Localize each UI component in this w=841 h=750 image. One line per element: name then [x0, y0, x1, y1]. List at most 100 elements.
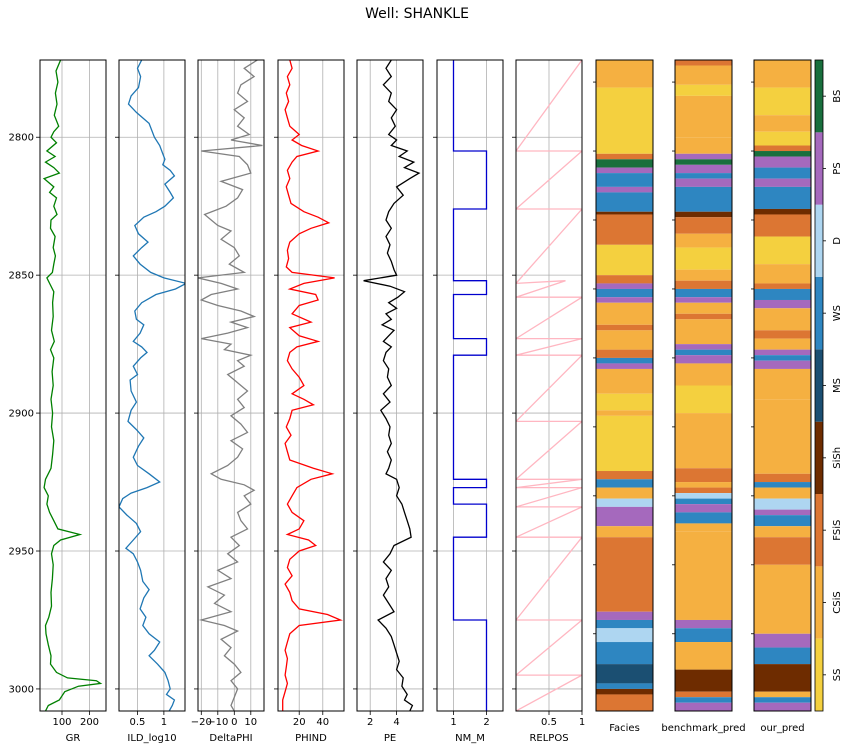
facies-band-fsis [596, 214, 653, 245]
x-tick-label: 1 [161, 717, 167, 728]
x-axis-label: benchmark_pred [661, 723, 745, 734]
facies-band-csis [754, 115, 811, 132]
track-frame [356, 59, 424, 712]
x-axis-label: DeltaPHI [209, 733, 252, 744]
x-tick-label: 4 [393, 717, 399, 728]
facies-band-csis [754, 399, 811, 474]
track-nm-m: 1 2 NM_M [433, 59, 504, 744]
x-axis-label: NM_M [455, 733, 485, 744]
facies-band-ws [675, 186, 732, 212]
curve-nm-m [452, 60, 488, 711]
facies-band-fsis [675, 280, 732, 289]
facies-band-ps [754, 349, 811, 356]
facies-band-ws [596, 642, 653, 665]
facies-band-fsis [754, 145, 811, 152]
facies-band-d [596, 498, 653, 507]
track-pe: 2 4 PE [353, 59, 424, 744]
facies-band-csis [596, 330, 653, 350]
colorbar-swatch-fsis [815, 494, 823, 567]
facies-band-csis [596, 60, 653, 88]
facies-band-d [754, 498, 811, 510]
facies-band-ws [675, 498, 732, 505]
track-deltaphi: −20−10 0 10 DeltaPHI [191, 59, 265, 744]
facies-band-sish [675, 211, 732, 218]
facies-band-ps [596, 363, 653, 369]
facies-band-fsis [596, 537, 653, 612]
depth-tick-label: 2900 [9, 409, 34, 420]
facies-band-d [675, 493, 732, 499]
facies-band-csis [754, 368, 811, 400]
facies-band-ws [596, 357, 653, 364]
facies-band-ps [754, 178, 811, 187]
facies-band-fsis [675, 313, 732, 320]
track-frame [197, 59, 265, 712]
facies-band-csis [596, 302, 653, 325]
facies-band-ps [596, 283, 653, 289]
facies-band-ps [596, 611, 653, 620]
facies-band-csis [675, 65, 732, 85]
facies-band-ss [675, 84, 732, 96]
facies-band-fsis [675, 691, 732, 698]
facies-track-our-pred: our_pred [751, 59, 812, 734]
facies-band-ss [675, 247, 732, 270]
facies-band-ws [754, 167, 811, 179]
x-axis-label: PE [384, 733, 396, 744]
facies-band-csis [596, 410, 653, 416]
facies-band-fsis [675, 468, 732, 483]
facies-band-csis [675, 302, 732, 314]
facies-band-ps [596, 506, 653, 527]
facies-band-fsis [754, 473, 811, 483]
facies-band-ws [596, 192, 653, 212]
facies-band-ws [596, 683, 653, 689]
facies-band-csis [675, 137, 732, 154]
facies-band-csis [675, 319, 732, 345]
facies-band-ps [675, 344, 732, 350]
facies-band-fsis [596, 471, 653, 480]
facies-band-sish [596, 688, 653, 695]
colorbar-label-ps: PS [832, 162, 841, 174]
colorbar-swatch-csis [815, 566, 823, 639]
facies-band-ps [675, 355, 732, 364]
facies-band-ps [675, 297, 732, 303]
facies-band-ws [675, 349, 732, 356]
track-frame [595, 59, 654, 712]
x-tick-label: 2 [483, 717, 489, 728]
facies-band-csis [754, 308, 811, 331]
curve-ild-log10 [119, 60, 185, 711]
facies-band-ws [675, 173, 732, 179]
facies-band-ss [754, 236, 811, 265]
colorbar-frame [814, 59, 824, 712]
colorbar-swatch-ss [815, 638, 823, 711]
facies-band-ss [754, 87, 811, 116]
curve-deltaphi [198, 60, 263, 711]
track-frame [277, 59, 345, 712]
facies-band-ss [754, 131, 811, 146]
facies-band-csis [754, 338, 811, 350]
depth-tick-label: 3000 [9, 684, 34, 695]
facies-band-fsis [596, 324, 653, 331]
facies-band-ws [754, 515, 811, 527]
facies-band-sish [596, 211, 653, 215]
facies-band-ws [596, 288, 653, 298]
colorbar-swatch-sish [815, 421, 823, 494]
colorbar-label-sish: SiSh [832, 447, 841, 469]
x-tick-label: 0 [231, 717, 237, 728]
track-frame [118, 59, 186, 712]
facies-band-fsis [754, 214, 811, 237]
facies-band-fsis [754, 537, 811, 565]
facies-band-ss [596, 393, 653, 411]
track-frame [436, 59, 504, 712]
facies-band-csis [675, 413, 732, 469]
colorbar-swatch-ms [815, 349, 823, 422]
facies-band-ps [754, 509, 811, 516]
facies-band-csis [596, 487, 653, 499]
x-tick-label: 0.5 [130, 717, 146, 728]
facies-band-csis [675, 233, 732, 248]
depth-tick-label: 2800 [9, 133, 34, 144]
facies-band-csis [754, 60, 811, 88]
facies-band-ws [596, 479, 653, 488]
facies-band-csis [675, 482, 732, 488]
facies-band-ws [754, 186, 811, 209]
facies-band-ps [596, 186, 653, 193]
